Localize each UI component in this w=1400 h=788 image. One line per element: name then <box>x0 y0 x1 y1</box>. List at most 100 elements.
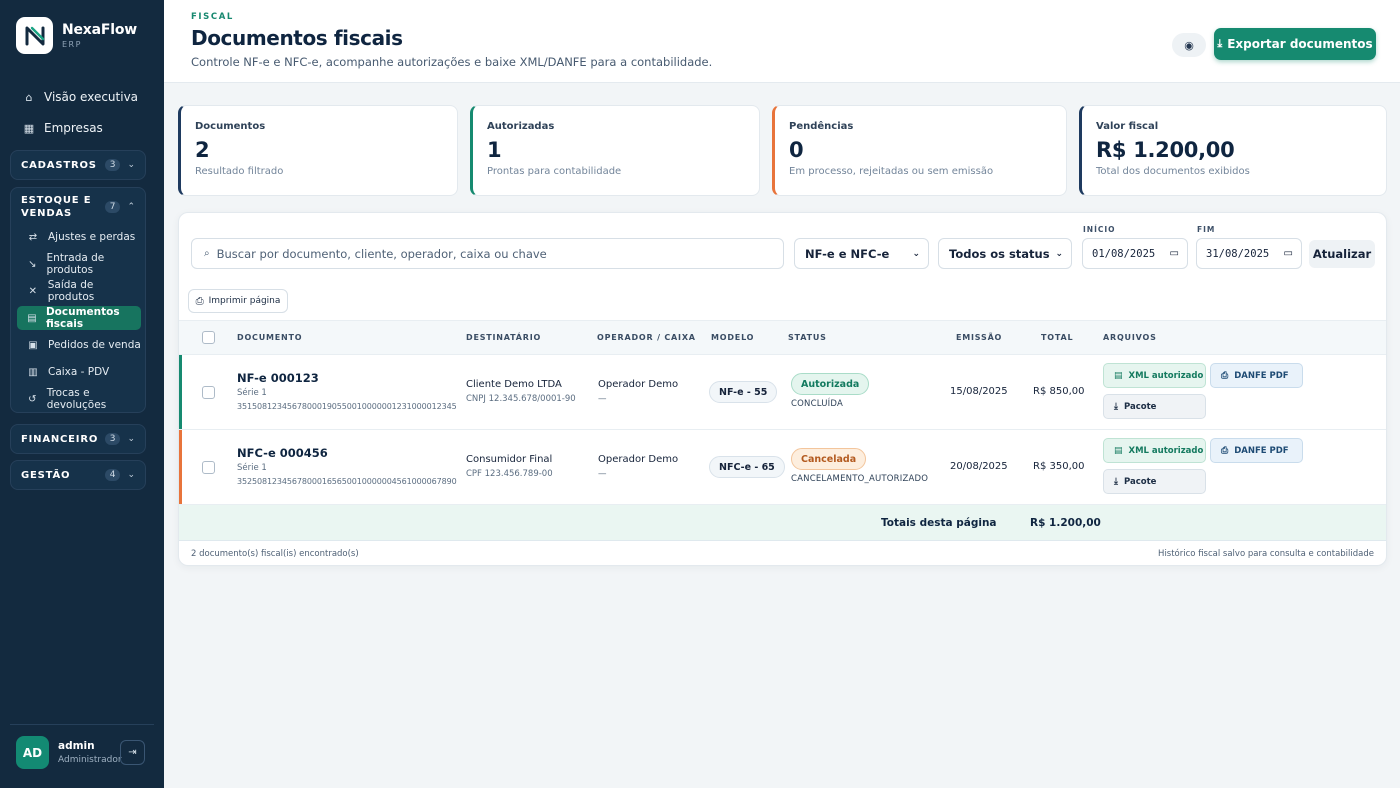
row-accent <box>179 355 182 429</box>
eye-icon: ◉ <box>1184 38 1194 52</box>
results-count: 2 documento(s) fiscal(is) encontrado(s) <box>191 549 359 559</box>
logout-button[interactable]: ⇥ <box>120 740 145 765</box>
group-gestao[interactable]: GESTÃO 4 ⌄ <box>10 460 146 490</box>
package-download-button[interactable]: ⤓ Pacote <box>1103 394 1206 419</box>
chevron-up-icon: ⌃ <box>127 202 135 212</box>
printer-icon: ⎙ <box>1221 370 1229 381</box>
sidebar-item-label: Entrada de produtos <box>46 252 105 276</box>
xml-label: XML autorizado <box>1128 445 1204 456</box>
download-icon: ⤓ <box>1114 401 1118 412</box>
kpi-value: 2 <box>195 138 210 162</box>
end-date-input[interactable]: 31/08/2025 ▭ <box>1196 238 1302 269</box>
group-financeiro[interactable]: FINANCEIRO 3 ⌄ <box>10 424 146 454</box>
page-subtitle: Controle NF-e e NFC-e, acompanhe autoriz… <box>191 55 713 69</box>
brand-logo-icon <box>16 17 53 54</box>
totals-label: Totais desta página <box>881 517 997 529</box>
col-destinatario[interactable]: DESTINATÁRIO <box>466 333 542 342</box>
totals-value: R$ 1.200,00 <box>1030 517 1101 529</box>
nav-item-visao-executiva[interactable]: ⌂ Visão executiva <box>10 86 154 108</box>
xml-download-button[interactable]: ▤ XML autorizado <box>1103 438 1206 463</box>
start-date-input[interactable]: 01/08/2025 ▭ <box>1082 238 1188 269</box>
start-date-label: INÍCIO <box>1083 225 1116 234</box>
kpi-note: Resultado filtrado <box>195 166 284 177</box>
kpi-label: Autorizadas <box>487 121 555 132</box>
group-count: 4 <box>104 469 121 481</box>
history-note: Histórico fiscal salvo para consulta e c… <box>1158 549 1374 559</box>
kpi-note: Em processo, rejeitadas ou sem emissão <box>789 166 994 177</box>
model-select-value: NF-e e NFC-e <box>805 246 890 261</box>
package-download-button[interactable]: ⤓ Pacote <box>1103 469 1206 494</box>
sidebar-item-label: Saída de produtos <box>47 279 95 303</box>
sidebar-item-ajustes[interactable]: ⇄ Ajustes e perdas <box>17 225 141 249</box>
sidebar-item-saida[interactable]: ✕ Saída de produtos <box>17 279 141 303</box>
sidebar-item-label: Caixa - PDV <box>48 366 110 378</box>
search-icon: ⌕ <box>204 248 210 259</box>
table-row[interactable]: NF-e 000123 Série 1 35150812345678000190… <box>179 355 1386 430</box>
search-placeholder: Buscar por documento, cliente, operador,… <box>216 246 547 261</box>
document-icon: ▤ <box>27 312 37 324</box>
col-total[interactable]: TOTAL <box>1041 333 1074 342</box>
sidebar-item-documentos-fiscais[interactable]: ▤ Documentos fiscais <box>17 306 141 330</box>
group-count: 7 <box>104 201 121 213</box>
status-detail: CONCLUÍDA <box>791 399 843 409</box>
avatar[interactable]: AD <box>16 736 49 769</box>
col-documento[interactable]: DOCUMENTO <box>237 333 303 342</box>
search-input[interactable]: ⌕ Buscar por documento, cliente, operado… <box>191 238 784 269</box>
issue-date: 20/08/2025 <box>950 461 1008 472</box>
group-cadastros[interactable]: CADASTROS 3 ⌄ <box>10 150 146 180</box>
visibility-button[interactable]: ◉ <box>1172 33 1206 57</box>
nav-top: ⌂ Visão executiva ▦ Empresas <box>10 86 154 148</box>
nav-item-label: Visão executiva <box>44 90 139 104</box>
export-button[interactable]: ⤓ Exportar documentos <box>1214 28 1376 60</box>
end-date-label: FIM <box>1197 225 1216 234</box>
sidebar-item-caixa[interactable]: ▥ Caixa - PDV <box>17 360 141 384</box>
document-number: NF-e 000123 <box>237 371 319 385</box>
document-number: NFC-e 000456 <box>237 446 328 460</box>
download-icon: ⤓ <box>1217 37 1223 50</box>
group-title: ESTOQUE E VENDAS <box>21 195 92 219</box>
danfe-download-button[interactable]: ⎙ DANFE PDF <box>1210 363 1303 388</box>
model-select[interactable]: NF-e e NFC-e ⌄ <box>794 238 929 269</box>
home-icon: ⌂ <box>25 90 33 104</box>
order-icon: ▣ <box>28 339 38 351</box>
danfe-download-button[interactable]: ⎙ DANFE PDF <box>1210 438 1303 463</box>
sidebar-item-label: Trocas e devoluções <box>46 387 107 411</box>
sidebar-item-pedidos[interactable]: ▣ Pedidos de venda <box>17 333 141 357</box>
kpi-value: 1 <box>487 138 502 162</box>
start-date-value: 01/08/2025 <box>1092 247 1156 260</box>
operator-name: Operador Demo <box>598 379 679 390</box>
danfe-label: DANFE PDF <box>1234 445 1289 456</box>
document-serie: Série 1 <box>237 388 267 398</box>
refresh-button[interactable]: Atualizar <box>1309 240 1375 268</box>
brand[interactable]: NexaFlow ERP <box>16 17 137 54</box>
client-name: Cliente Demo LTDA <box>466 379 562 390</box>
printer-icon: ⎙ <box>195 295 204 307</box>
kpi-label: Valor fiscal <box>1096 121 1159 132</box>
table-row[interactable]: NFC-e 000456 Série 1 3525081234567800016… <box>179 430 1386 505</box>
row-checkbox[interactable] <box>202 386 215 399</box>
total-value: R$ 350,00 <box>1033 461 1085 472</box>
xml-label: XML autorizado <box>1128 370 1204 381</box>
chevron-down-icon: ⌄ <box>912 248 920 259</box>
sidebar-item-entrada[interactable]: ↘ Entrada de produtos <box>17 252 141 276</box>
x-icon: ✕ <box>28 285 38 297</box>
kpi-value: 0 <box>789 138 804 162</box>
document-key: 3515081234567800019055001000000123100001… <box>237 402 457 411</box>
group-title: CADASTROS <box>21 159 97 171</box>
status-select[interactable]: Todos os status ⌄ <box>938 238 1072 269</box>
col-modelo[interactable]: MODELO <box>711 333 755 342</box>
nav-item-empresas[interactable]: ▦ Empresas <box>10 117 154 139</box>
end-date-value: 31/08/2025 <box>1206 247 1270 260</box>
row-checkbox[interactable] <box>202 461 215 474</box>
col-status[interactable]: STATUS <box>788 333 827 342</box>
col-emissao[interactable]: EMISSÃO <box>956 333 1003 342</box>
package-label: Pacote <box>1123 476 1157 487</box>
sidebar-item-trocas[interactable]: ↺ Trocas e devoluções <box>17 387 141 411</box>
select-all-checkbox[interactable] <box>202 331 215 344</box>
print-button[interactable]: ⎙ Imprimir página <box>188 289 288 313</box>
status-badge: Autorizada <box>791 373 870 395</box>
col-operador[interactable]: OPERADOR / CAIXA <box>597 333 696 342</box>
xml-download-button[interactable]: ▤ XML autorizado <box>1103 363 1206 388</box>
group-head-estoque[interactable]: ESTOQUE E VENDAS 7 ⌃ <box>11 188 145 222</box>
logout-icon: ⇥ <box>128 747 137 758</box>
